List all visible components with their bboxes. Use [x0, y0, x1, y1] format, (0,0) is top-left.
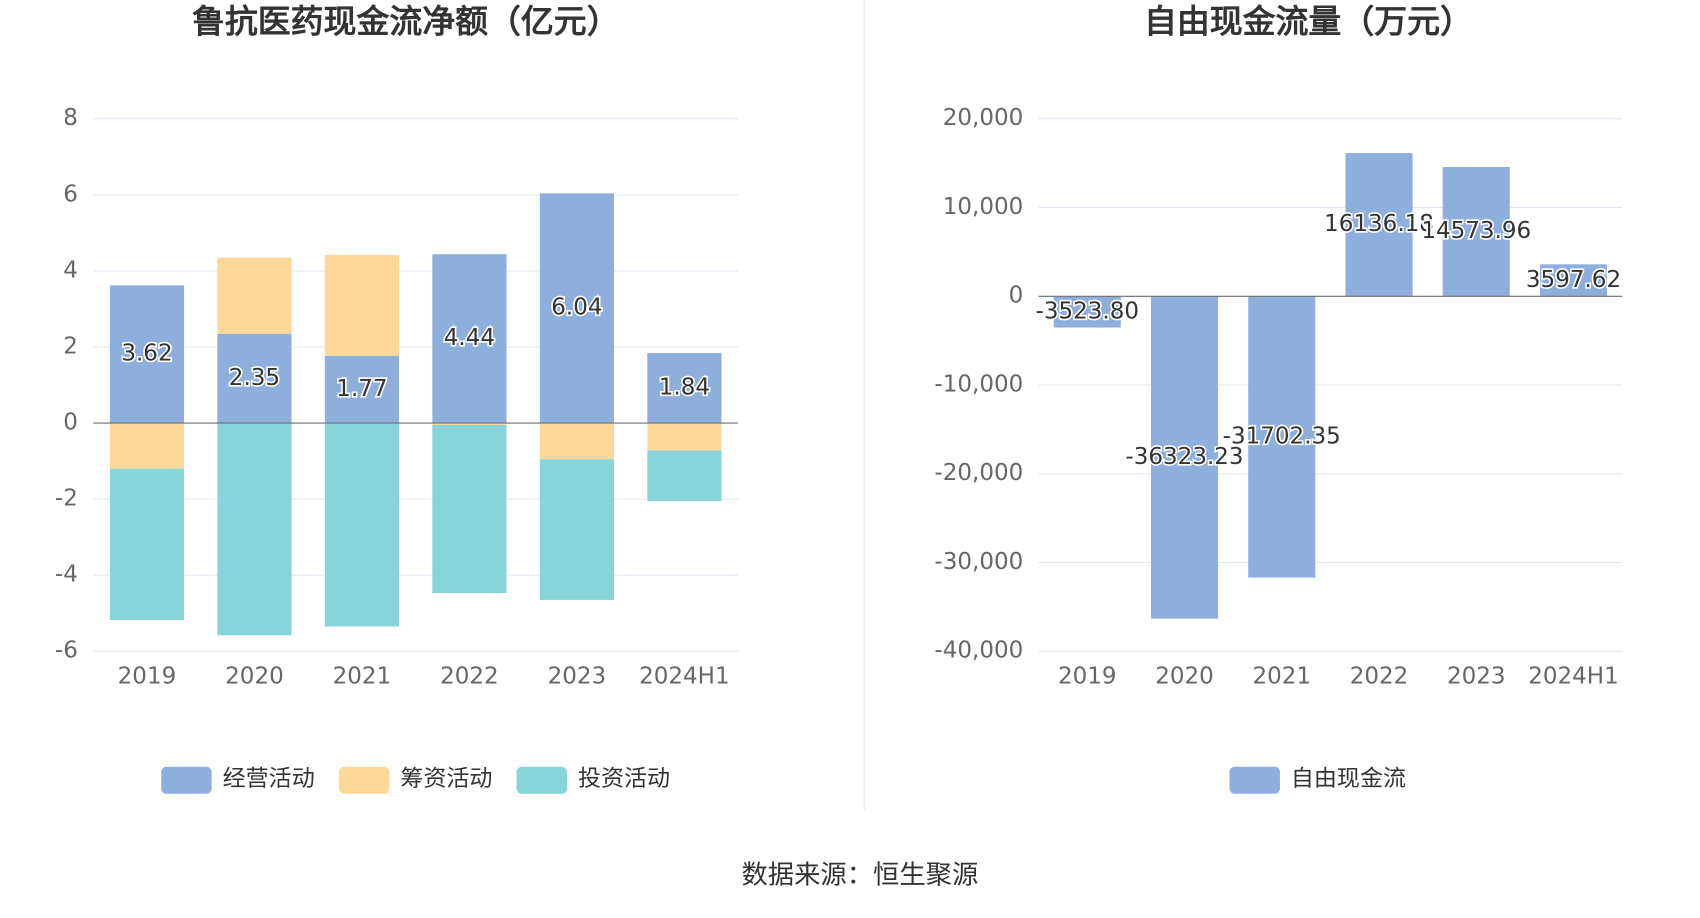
- legend-label: 经营活动: [223, 766, 315, 792]
- x-tick-label: 2024H1: [1528, 664, 1619, 690]
- x-tick-label: 2020: [225, 664, 284, 690]
- y-tick-label: -30,000: [934, 549, 1023, 575]
- bar: [109, 468, 185, 621]
- bar: [432, 254, 507, 424]
- legend-swatch: [338, 766, 390, 794]
- legend-swatch: [161, 766, 212, 794]
- bar: [1345, 153, 1413, 297]
- bar: [1442, 166, 1510, 297]
- bar: [539, 423, 614, 460]
- x-tick-label: 2019: [1058, 664, 1117, 690]
- data-label: 14573.96: [1421, 218, 1531, 244]
- y-tick-label: 10,000: [943, 194, 1024, 220]
- source-note: 数据来源：恒生聚源: [741, 860, 978, 890]
- y-tick-label: 0: [1009, 283, 1024, 309]
- data-label: 2.35: [229, 365, 280, 391]
- bar: [324, 355, 400, 424]
- x-tick-label: 2019: [118, 664, 177, 690]
- data-label: 3.62: [121, 341, 172, 367]
- x-tick-label: 2023: [548, 664, 607, 690]
- y-tick-label: 20,000: [943, 105, 1024, 131]
- x-tick-label: 2022: [1350, 664, 1409, 690]
- data-label: 4.44: [444, 325, 495, 351]
- legend-swatch: [516, 766, 568, 794]
- data-label: -31702.35: [1223, 424, 1341, 450]
- x-tick-label: 2022: [440, 664, 499, 690]
- bar: [539, 193, 614, 424]
- legend-label: 投资活动: [578, 766, 670, 792]
- data-label: 1.77: [336, 376, 387, 402]
- data-label: -3523.80: [1036, 299, 1140, 325]
- x-tick-label: 2023: [1447, 664, 1506, 690]
- y-tick-label: 0: [63, 410, 78, 436]
- y-tick-label: -10,000: [934, 372, 1023, 398]
- y-tick-label: 2: [63, 334, 78, 360]
- x-tick-label: 2021: [1252, 664, 1311, 690]
- x-tick-label: 2021: [333, 664, 392, 690]
- y-tick-label: -4: [55, 562, 78, 588]
- bar: [217, 257, 292, 334]
- x-tick-label: 2020: [1155, 664, 1214, 690]
- data-label: 6.04: [551, 295, 602, 321]
- y-tick-label: -2: [55, 486, 78, 512]
- bar: [217, 423, 292, 636]
- bar: [539, 459, 614, 600]
- data-label: 16136.18: [1324, 211, 1434, 237]
- bar: [324, 254, 400, 356]
- bar: [109, 285, 185, 424]
- y-tick-label: 4: [63, 258, 78, 284]
- data-label: -36323.23: [1125, 444, 1243, 470]
- legend-label: 筹资活动: [400, 766, 492, 792]
- bar: [1248, 296, 1316, 578]
- bar: [1053, 296, 1121, 328]
- bar: [109, 423, 185, 469]
- bar: [647, 353, 722, 424]
- bar: [324, 423, 400, 627]
- y-tick-label: -40,000: [934, 638, 1023, 664]
- legend-swatch: [1229, 766, 1280, 794]
- y-tick-label: -20,000: [934, 460, 1023, 486]
- y-tick-label: 8: [63, 105, 78, 131]
- bar: [647, 450, 722, 502]
- legend-label: 自由现金流: [1291, 766, 1406, 792]
- y-tick-label: -6: [55, 638, 78, 664]
- chart-title: 自由现金流量（万元）: [1144, 3, 1473, 41]
- bar: [217, 333, 292, 424]
- data-label: 3597.62: [1526, 267, 1621, 293]
- data-label: 1.84: [659, 375, 710, 401]
- x-tick-label: 2024H1: [639, 664, 730, 690]
- bar: [1539, 264, 1608, 297]
- y-tick-label: 6: [63, 181, 78, 207]
- bar: [647, 423, 722, 451]
- bar: [432, 423, 507, 425]
- bar: [432, 424, 507, 594]
- chart-title: 鲁抗医药现金流净额（亿元）: [192, 3, 620, 41]
- bar: [1150, 296, 1219, 619]
